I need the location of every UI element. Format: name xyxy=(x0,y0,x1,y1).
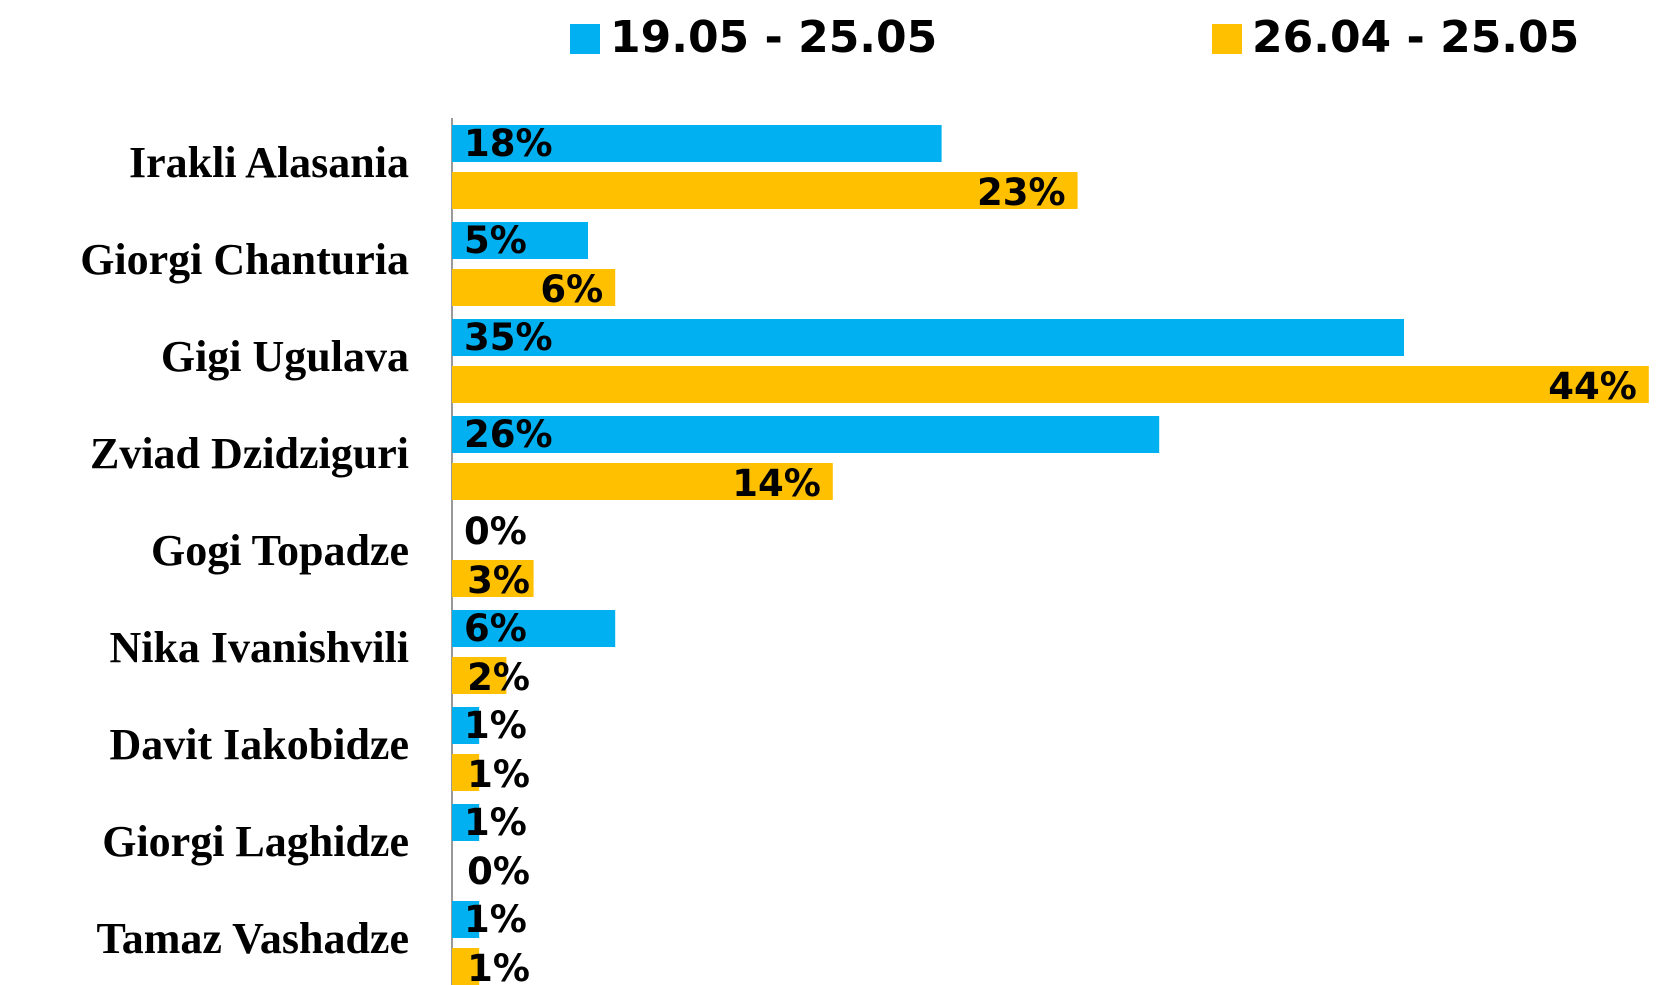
bar xyxy=(452,707,480,744)
category-label: Giorgi Laghidze xyxy=(102,817,409,866)
data-label: 6% xyxy=(540,268,603,311)
bar xyxy=(452,319,1404,356)
category-label: Zviad Dzidziguri xyxy=(90,429,409,478)
bar xyxy=(452,610,616,647)
data-label: 26% xyxy=(464,413,553,456)
category-label: Davit Iakobidze xyxy=(110,720,409,769)
category-label: Gigi Ugulava xyxy=(161,332,409,381)
bar xyxy=(452,366,1649,403)
bar xyxy=(452,463,833,500)
category-label: Tamaz Vashadze xyxy=(96,914,409,963)
bar xyxy=(452,269,616,306)
legend-swatch xyxy=(1212,24,1242,54)
data-label: 44% xyxy=(1548,365,1637,408)
data-label: 3% xyxy=(467,559,530,602)
data-label: 5% xyxy=(464,219,527,262)
data-label: 1% xyxy=(464,704,527,747)
bar xyxy=(452,754,480,791)
data-label: 23% xyxy=(977,171,1066,214)
data-label: 18% xyxy=(464,122,553,165)
data-label: 1% xyxy=(467,753,530,796)
data-label: 0% xyxy=(464,510,527,553)
bar xyxy=(452,657,507,694)
bar xyxy=(452,804,480,841)
data-label: 0% xyxy=(467,850,530,893)
data-label: 14% xyxy=(732,462,821,505)
bar xyxy=(452,222,588,259)
data-label: 35% xyxy=(464,316,553,359)
legend-swatch xyxy=(570,24,600,54)
bar xyxy=(452,172,1078,209)
bar xyxy=(452,416,1160,453)
legend-label: 19.05 - 25.05 xyxy=(610,12,937,63)
category-label: Nika Ivanishvili xyxy=(109,623,409,672)
bar xyxy=(452,560,534,597)
category-label: Gogi Topadze xyxy=(151,526,409,575)
bar xyxy=(452,901,480,938)
bar xyxy=(452,948,480,985)
data-label: 1% xyxy=(464,898,527,941)
data-label: 1% xyxy=(467,947,530,985)
category-label: Giorgi Chanturia xyxy=(80,235,409,284)
category-label: Irakli Alasania xyxy=(129,138,409,187)
bar xyxy=(452,125,942,162)
legend-label: 26.04 - 25.05 xyxy=(1252,12,1579,63)
data-label: 2% xyxy=(467,656,530,699)
data-label: 1% xyxy=(464,801,527,844)
data-label: 6% xyxy=(464,607,527,650)
